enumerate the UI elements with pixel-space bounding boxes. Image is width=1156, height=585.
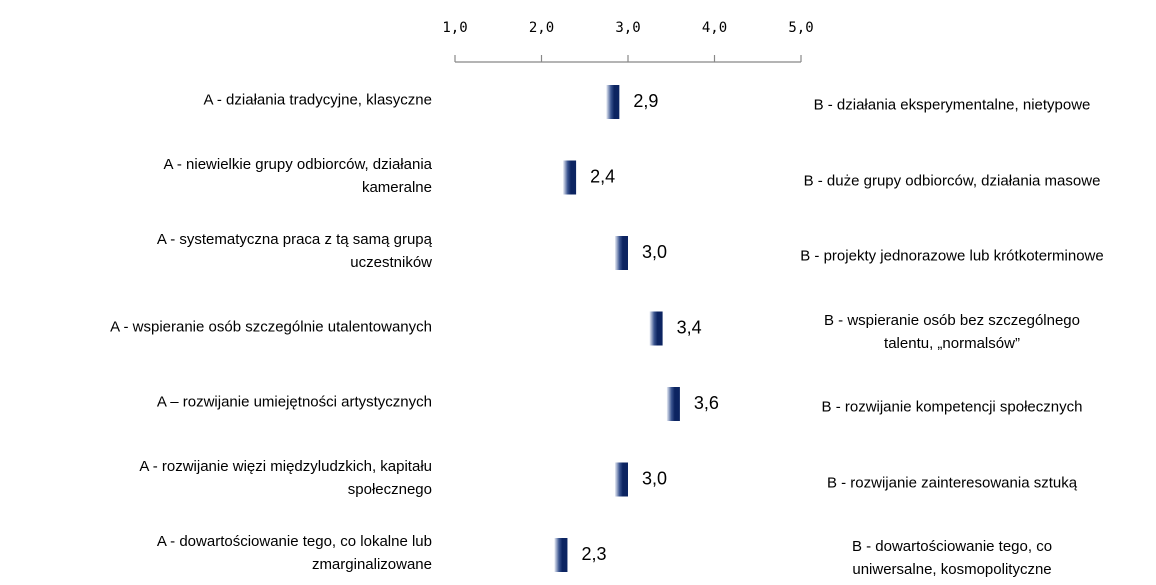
right-label: B - rozwijanie zainteresowania sztuką bbox=[826, 474, 1078, 491]
value-label: 3,6 bbox=[694, 393, 719, 413]
value-label: 3,0 bbox=[642, 242, 667, 262]
left-label: A - systematyczna praca z tą samą grupą … bbox=[156, 231, 432, 271]
x-tick-label: 4,0 bbox=[702, 20, 727, 36]
right-label: B - projekty jednorazowe lub krótkotermi… bbox=[800, 247, 1104, 265]
right-label: B - działania eksperymentalne, nietypowe bbox=[813, 96, 1091, 114]
value-label: 2,9 bbox=[633, 91, 658, 111]
x-tick-label: 2,0 bbox=[529, 20, 554, 36]
marker bbox=[615, 236, 628, 270]
left-label: A - rozwijanie więzi międzyludzkich, kap… bbox=[139, 457, 432, 498]
marker bbox=[649, 311, 663, 346]
left-label: A – rozwijanie umiejętności artystycznyc… bbox=[156, 393, 432, 411]
left-label: A - dowartościowanie tego, co lokalne lu… bbox=[156, 533, 432, 573]
right-label: B - rozwijanie kompetencji społecznych bbox=[821, 398, 1083, 416]
value-label: 2,4 bbox=[590, 166, 615, 186]
value-label: 2,3 bbox=[581, 544, 606, 564]
right-label: B - dowartościowanie tego, co uniwersaln… bbox=[851, 538, 1053, 578]
value-label: 3,4 bbox=[677, 317, 702, 337]
right-label: B - wspieranie osób bez szczególnego tal… bbox=[824, 311, 1080, 352]
marker bbox=[666, 387, 680, 421]
marker bbox=[554, 538, 568, 572]
left-label: A - wspieranie osób szczególnie utalento… bbox=[110, 318, 432, 335]
x-tick-label: 3,0 bbox=[615, 20, 640, 36]
left-label: A - niewielkie grupy odbiorców, działani… bbox=[163, 155, 432, 196]
marker bbox=[615, 462, 628, 497]
marker bbox=[606, 85, 620, 119]
left-label: A - działania tradycyjne, klasyczne bbox=[203, 91, 432, 109]
x-tick-label: 5,0 bbox=[788, 20, 813, 36]
value-label: 3,0 bbox=[642, 468, 667, 488]
x-tick-label: 1,0 bbox=[442, 20, 467, 36]
right-label: B - duże grupy odbiorców, działania maso… bbox=[803, 172, 1101, 189]
marker bbox=[563, 160, 577, 195]
